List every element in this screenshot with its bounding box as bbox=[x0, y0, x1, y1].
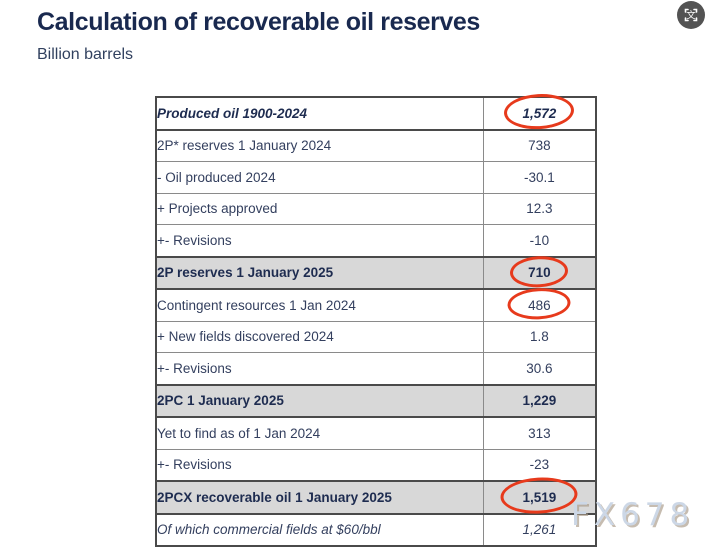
table-row: Of which commercial fields at $60/bbl 1,… bbox=[155, 513, 597, 547]
table-row: + New fields discovered 2024 1.8 bbox=[155, 320, 597, 353]
row-label: + Projects approved bbox=[155, 192, 484, 225]
table-row: +- Revisions -10 bbox=[155, 224, 597, 257]
row-label: 2P* reserves 1 January 2024 bbox=[155, 129, 484, 162]
row-label: Of which commercial fields at $60/bbl bbox=[155, 513, 484, 547]
row-value-text: 710 bbox=[528, 265, 551, 281]
row-value-text: 1,572 bbox=[522, 105, 557, 121]
table-row: +- Revisions 30.6 bbox=[155, 352, 597, 385]
table-row-total: 2PC 1 January 2025 1,229 bbox=[155, 383, 597, 418]
row-label: Contingent resources 1 Jan 2024 bbox=[155, 288, 484, 322]
table-row-total: 2P reserves 1 January 2025 710 bbox=[155, 254, 597, 290]
row-label: - Oil produced 2024 bbox=[155, 161, 484, 194]
row-value: 313 bbox=[482, 416, 597, 450]
reserves-table-body: Produced oil 1900-2024 1,572 2P* reserve… bbox=[155, 92, 597, 547]
row-value: 1,572 bbox=[482, 92, 597, 132]
translate-icon-char: 文 bbox=[686, 9, 696, 21]
row-label: Yet to find as of 1 Jan 2024 bbox=[155, 416, 484, 450]
row-value: 486 bbox=[482, 286, 597, 322]
row-value: 30.6 bbox=[482, 352, 597, 385]
row-value: -30.1 bbox=[482, 161, 597, 194]
table-row-total: 2PCX recoverable oil 1 January 2025 1,51… bbox=[155, 475, 597, 516]
row-label: 2P reserves 1 January 2025 bbox=[155, 255, 484, 290]
row-value-text: 486 bbox=[528, 297, 551, 313]
row-label: +- Revisions bbox=[155, 448, 484, 482]
table-row: - Oil produced 2024 -30.1 bbox=[155, 161, 597, 194]
row-value: 1,229 bbox=[482, 383, 597, 418]
row-value: 710 bbox=[482, 254, 597, 290]
row-value: 1.8 bbox=[482, 320, 597, 353]
table-row: +- Revisions -23 bbox=[155, 448, 597, 482]
row-value-text: 1,519 bbox=[522, 489, 557, 505]
translate-icon-glyph: 文 bbox=[684, 8, 698, 21]
translate-icon[interactable]: 文 bbox=[677, 1, 705, 29]
row-value: -10 bbox=[482, 224, 597, 257]
row-label: Produced oil 1900-2024 bbox=[155, 96, 484, 131]
row-value: 12.3 bbox=[482, 192, 597, 225]
row-label: +- Revisions bbox=[155, 224, 484, 257]
row-value: 738 bbox=[482, 129, 597, 162]
reserves-table: Produced oil 1900-2024 1,572 2P* reserve… bbox=[155, 92, 597, 547]
table-row: 2P* reserves 1 January 2024 738 bbox=[155, 129, 597, 162]
page-title: Calculation of recoverable oil reserves bbox=[37, 8, 480, 36]
row-label: 2PC 1 January 2025 bbox=[155, 383, 484, 418]
watermark: FX678 bbox=[571, 497, 695, 533]
row-label: + New fields discovered 2024 bbox=[155, 320, 484, 353]
page-subtitle: Billion barrels bbox=[37, 46, 134, 63]
row-value: 1,261 bbox=[482, 513, 597, 547]
row-label: 2PCX recoverable oil 1 January 2025 bbox=[155, 480, 484, 515]
table-row: + Projects approved 12.3 bbox=[155, 192, 597, 225]
table-row: Contingent resources 1 Jan 2024 486 bbox=[155, 286, 597, 322]
row-label: +- Revisions bbox=[155, 352, 484, 385]
table-row: Produced oil 1900-2024 1,572 bbox=[155, 92, 597, 132]
row-value: 1,519 bbox=[482, 475, 597, 516]
table-row: Yet to find as of 1 Jan 2024 313 bbox=[155, 416, 597, 450]
row-value: -23 bbox=[482, 448, 597, 482]
